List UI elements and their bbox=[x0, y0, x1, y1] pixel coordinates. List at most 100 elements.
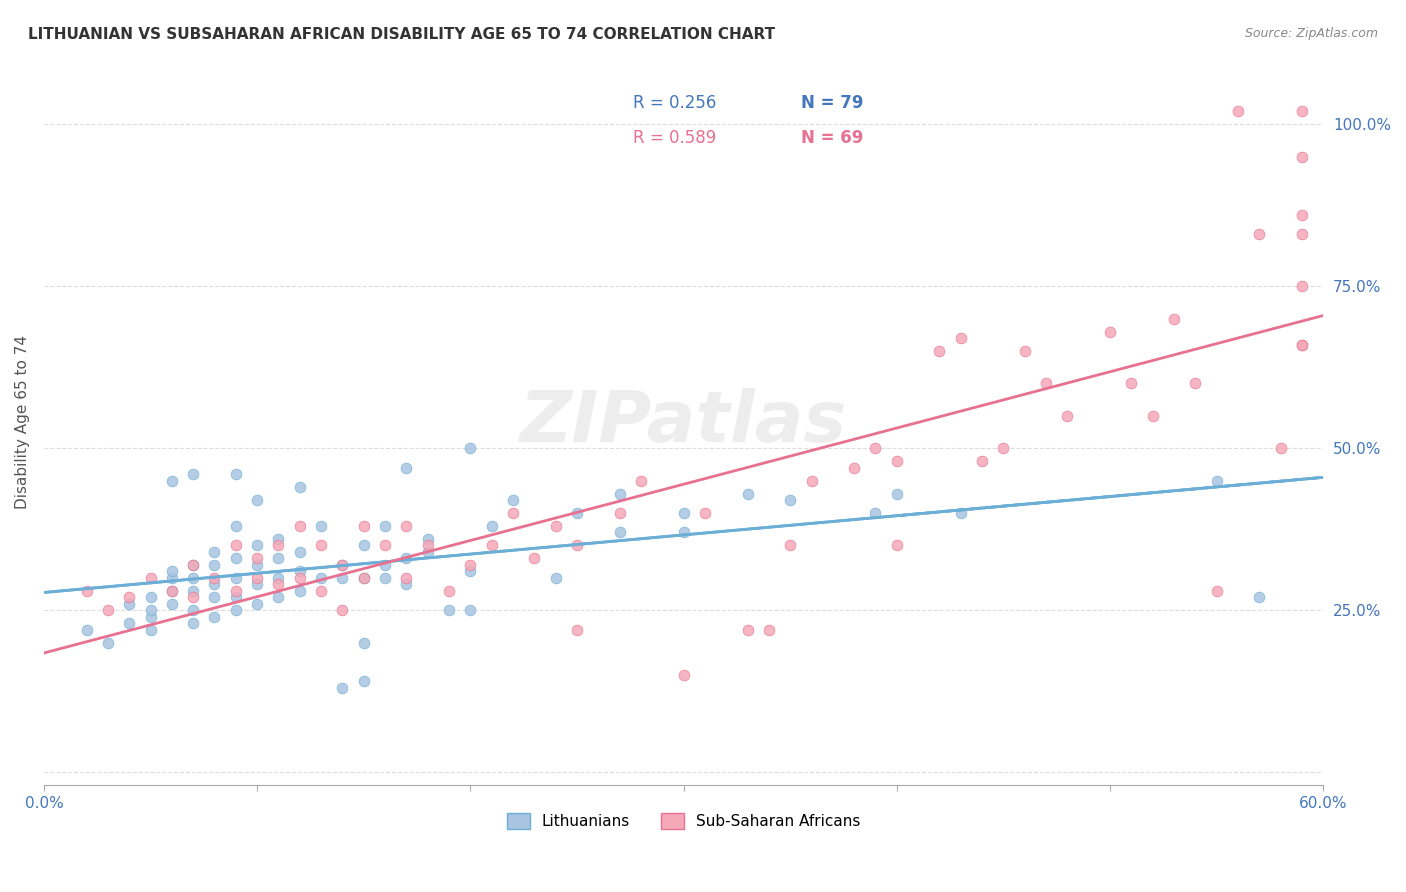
Point bbox=[97, 603, 120, 617]
Point bbox=[1227, 104, 1250, 119]
Point bbox=[225, 591, 247, 605]
Point bbox=[288, 480, 311, 494]
Point bbox=[288, 519, 311, 533]
Point bbox=[181, 583, 204, 598]
Point bbox=[779, 538, 801, 552]
Point bbox=[267, 551, 290, 566]
Point bbox=[204, 571, 226, 585]
Point bbox=[972, 454, 994, 468]
Point bbox=[374, 538, 396, 552]
Point bbox=[225, 551, 247, 566]
Point bbox=[395, 577, 418, 591]
Point bbox=[672, 525, 695, 540]
Point bbox=[565, 506, 588, 520]
Point bbox=[246, 493, 269, 508]
Y-axis label: Disability Age 65 to 74: Disability Age 65 to 74 bbox=[15, 335, 30, 509]
Point bbox=[416, 538, 439, 552]
Point bbox=[1291, 337, 1313, 351]
Point bbox=[1291, 227, 1313, 242]
Point bbox=[246, 597, 269, 611]
Point bbox=[460, 442, 482, 456]
Point bbox=[139, 623, 162, 637]
Point bbox=[246, 538, 269, 552]
Text: Source: ZipAtlas.com: Source: ZipAtlas.com bbox=[1244, 27, 1378, 40]
Point bbox=[523, 551, 546, 566]
Point bbox=[374, 519, 396, 533]
Point bbox=[1056, 409, 1078, 423]
Point bbox=[1205, 583, 1227, 598]
Point bbox=[886, 538, 908, 552]
Point bbox=[1205, 474, 1227, 488]
Point bbox=[267, 538, 290, 552]
Point bbox=[118, 616, 141, 631]
Point bbox=[267, 571, 290, 585]
Point bbox=[1291, 104, 1313, 119]
Point bbox=[76, 583, 98, 598]
Point bbox=[1163, 311, 1185, 326]
Point bbox=[139, 571, 162, 585]
Point bbox=[288, 545, 311, 559]
Point bbox=[204, 545, 226, 559]
Point bbox=[1142, 409, 1164, 423]
Point bbox=[737, 623, 759, 637]
Point bbox=[332, 558, 354, 572]
Point bbox=[160, 583, 183, 598]
Point bbox=[1249, 227, 1271, 242]
Point bbox=[204, 577, 226, 591]
Point bbox=[246, 571, 269, 585]
Point bbox=[332, 603, 354, 617]
Point bbox=[160, 597, 183, 611]
Point bbox=[544, 571, 567, 585]
Point bbox=[204, 558, 226, 572]
Point bbox=[332, 558, 354, 572]
Point bbox=[332, 681, 354, 695]
Point bbox=[225, 583, 247, 598]
Point bbox=[309, 519, 332, 533]
Point bbox=[1014, 344, 1036, 359]
Point bbox=[225, 467, 247, 482]
Point bbox=[1249, 591, 1271, 605]
Point bbox=[1291, 337, 1313, 351]
Point bbox=[225, 519, 247, 533]
Point bbox=[544, 519, 567, 533]
Point bbox=[886, 454, 908, 468]
Point bbox=[139, 603, 162, 617]
Point bbox=[181, 467, 204, 482]
Point bbox=[267, 577, 290, 591]
Point bbox=[630, 474, 652, 488]
Point bbox=[225, 538, 247, 552]
Text: LITHUANIAN VS SUBSAHARAN AFRICAN DISABILITY AGE 65 TO 74 CORRELATION CHART: LITHUANIAN VS SUBSAHARAN AFRICAN DISABIL… bbox=[28, 27, 775, 42]
Point bbox=[118, 597, 141, 611]
Point bbox=[1099, 325, 1122, 339]
Point bbox=[160, 571, 183, 585]
Point bbox=[204, 591, 226, 605]
Point bbox=[267, 591, 290, 605]
Text: R = 0.256: R = 0.256 bbox=[633, 94, 716, 112]
Point bbox=[139, 609, 162, 624]
Point bbox=[758, 623, 780, 637]
Point bbox=[865, 442, 887, 456]
Point bbox=[160, 474, 183, 488]
Point bbox=[565, 623, 588, 637]
Point bbox=[118, 591, 141, 605]
Point bbox=[204, 609, 226, 624]
Point bbox=[246, 551, 269, 566]
Point bbox=[460, 558, 482, 572]
Text: N = 69: N = 69 bbox=[801, 129, 863, 147]
Point bbox=[139, 591, 162, 605]
Point bbox=[437, 583, 460, 598]
Point bbox=[1035, 376, 1057, 391]
Legend: Lithuanians, Sub-Saharan Africans: Lithuanians, Sub-Saharan Africans bbox=[501, 807, 866, 836]
Point bbox=[267, 532, 290, 546]
Point bbox=[737, 486, 759, 500]
Point bbox=[181, 571, 204, 585]
Point bbox=[374, 571, 396, 585]
Point bbox=[225, 571, 247, 585]
Point bbox=[1184, 376, 1206, 391]
Point bbox=[949, 506, 972, 520]
Point bbox=[160, 565, 183, 579]
Point bbox=[609, 506, 631, 520]
Text: R = 0.589: R = 0.589 bbox=[633, 129, 716, 147]
Point bbox=[181, 603, 204, 617]
Point bbox=[609, 486, 631, 500]
